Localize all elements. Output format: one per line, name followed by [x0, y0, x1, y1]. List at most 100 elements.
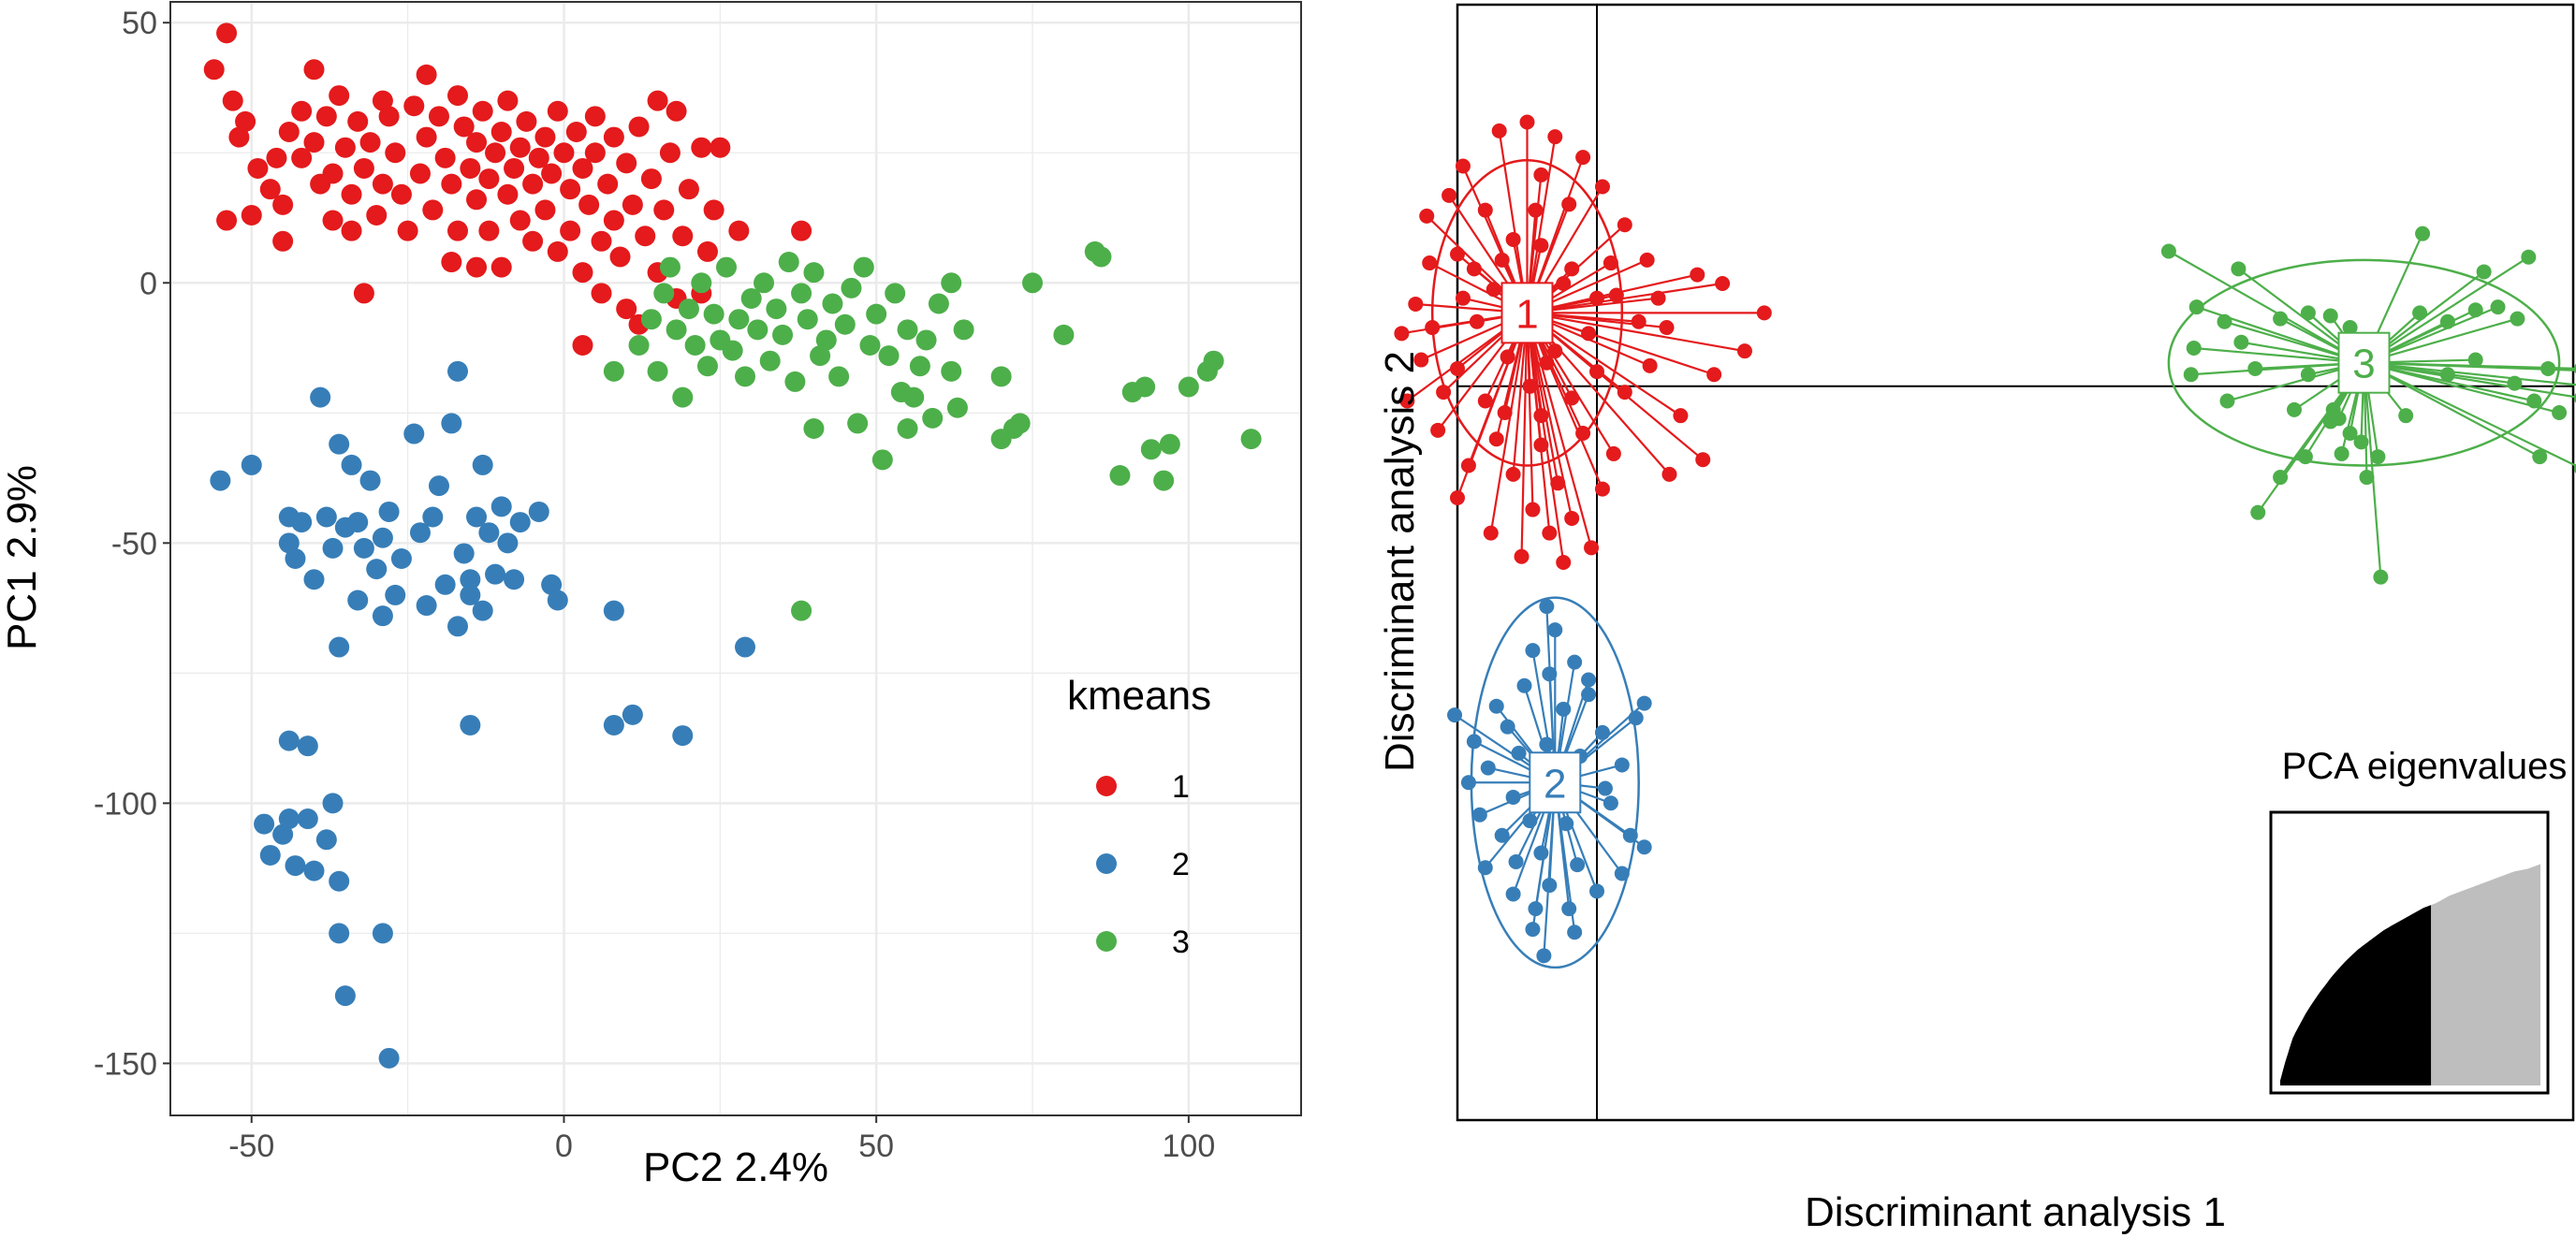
- right-point-cluster-1: [1650, 290, 1666, 306]
- right-point-cluster-1: [1466, 261, 1482, 277]
- left-point-cluster-2: [297, 736, 318, 757]
- left-point-cluster-3: [759, 350, 781, 371]
- cluster-spoke-1: [1526, 312, 1704, 461]
- left-point-cluster-1: [584, 106, 606, 127]
- right-point-cluster-3: [2412, 305, 2428, 321]
- cluster-spoke-1: [1527, 282, 1723, 314]
- right-x-axis-title: Discriminant analysis 1: [1805, 1189, 2226, 1235]
- left-point-cluster-2: [378, 501, 400, 522]
- left-point-cluster-3: [922, 407, 944, 429]
- left-point-cluster-2: [285, 548, 306, 569]
- left-point-cluster-2: [291, 512, 313, 533]
- right-point-cluster-1: [1690, 267, 1705, 283]
- left-point-cluster-2: [310, 386, 331, 408]
- left-series-2: [210, 360, 756, 1069]
- left-point-cluster-2: [315, 829, 337, 851]
- left-point-cluster-3: [1240, 429, 1262, 450]
- right-point-cluster-1: [1505, 231, 1521, 247]
- right-point-cluster-2: [1539, 736, 1555, 752]
- left-point-cluster-1: [578, 194, 600, 215]
- left-point-cluster-1: [572, 157, 593, 179]
- left-point-cluster-1: [672, 226, 694, 247]
- right-point-cluster-3: [2398, 408, 2414, 424]
- left-point-cluster-1: [466, 256, 488, 278]
- left-point-cluster-3: [815, 329, 837, 351]
- left-plot-border: [169, 1, 1302, 1116]
- left-point-cluster-2: [403, 423, 425, 444]
- right-point-cluster-1: [1500, 349, 1515, 365]
- right-point-cluster-2: [1447, 707, 1463, 723]
- legend-label-3: 3: [1172, 925, 1190, 960]
- left-y-tick-label: -100: [94, 786, 157, 822]
- left-point-cluster-3: [928, 293, 949, 314]
- left-point-cluster-2: [297, 808, 318, 830]
- left-point-cluster-1: [504, 157, 525, 179]
- right-point-cluster-3: [2217, 313, 2232, 329]
- left-point-cluster-3: [834, 313, 856, 335]
- left-point-cluster-2: [441, 413, 462, 434]
- right-point-cluster-1: [1460, 458, 1476, 473]
- cluster-spoke-3: [2193, 346, 2364, 364]
- right-point-cluster-1: [1556, 555, 1572, 570]
- left-point-cluster-1: [428, 106, 449, 127]
- right-point-cluster-2: [1556, 701, 1572, 717]
- left-y-tick-label: 0: [139, 266, 157, 301]
- right-point-cluster-2: [1466, 734, 1482, 750]
- left-point-cluster-2: [509, 512, 531, 533]
- left-point-cluster-1: [334, 137, 356, 158]
- left-point-cluster-1: [791, 220, 812, 241]
- right-point-cluster-3: [2342, 425, 2358, 441]
- left-point-cluster-2: [447, 616, 469, 637]
- right-point-cluster-1: [1450, 360, 1465, 376]
- pca-scatter-panel: -50 0 50 100 50 0 -50 -100 -150 PC2 2.4% PC1 2.9…: [0, 1, 1302, 1190]
- right-point-cluster-3: [2540, 360, 2556, 376]
- right-point-cluster-1: [1539, 355, 1555, 371]
- left-point-cluster-2: [547, 590, 568, 611]
- left-x-tick-label: -50: [228, 1129, 274, 1164]
- right-point-cluster-1: [1564, 261, 1580, 277]
- left-point-cluster-1: [603, 126, 624, 148]
- right-point-cluster-1: [1631, 313, 1647, 329]
- left-point-cluster-1: [329, 85, 350, 107]
- left-point-cluster-3: [990, 366, 1012, 387]
- right-point-cluster-3: [2183, 367, 2199, 383]
- right-point-cluster-1: [1519, 114, 1535, 130]
- left-point-cluster-2: [278, 808, 300, 830]
- left-point-cluster-1: [347, 110, 369, 132]
- left-point-cluster-1: [303, 132, 325, 153]
- cluster-spoke-1: [1527, 312, 1715, 376]
- left-point-cluster-2: [329, 923, 350, 944]
- right-point-cluster-2: [1581, 687, 1597, 703]
- left-point-cluster-2: [366, 559, 388, 580]
- left-point-cluster-3: [878, 345, 900, 367]
- left-points: [203, 22, 1262, 1069]
- left-point-cluster-2: [447, 360, 469, 382]
- right-point-cluster-3: [2573, 392, 2576, 403]
- left-point-cluster-3: [859, 335, 881, 357]
- left-point-cluster-3: [1203, 350, 1224, 371]
- right-point-cluster-2: [1480, 760, 1496, 776]
- left-point-cluster-2: [378, 1047, 400, 1069]
- left-point-cluster-2: [504, 569, 525, 590]
- left-point-cluster-1: [322, 210, 344, 231]
- right-point-cluster-2: [1570, 857, 1586, 873]
- right-point-cluster-1: [1413, 352, 1429, 368]
- right-point-cluster-1: [1706, 367, 1722, 383]
- left-point-cluster-1: [628, 116, 650, 138]
- right-point-cluster-1: [1514, 548, 1530, 564]
- left-point-cluster-1: [259, 179, 281, 200]
- left-point-cluster-1: [303, 59, 325, 80]
- left-point-cluster-3: [603, 360, 624, 382]
- right-point-cluster-1: [1399, 393, 1415, 409]
- left-point-cluster-2: [372, 923, 393, 944]
- right-point-cluster-1: [1617, 385, 1632, 401]
- right-point-cluster-2: [1528, 901, 1544, 917]
- left-point-cluster-1: [478, 220, 500, 241]
- left-point-cluster-1: [497, 183, 519, 205]
- left-point-cluster-1: [390, 183, 412, 205]
- left-point-cluster-2: [485, 563, 506, 585]
- left-point-cluster-1: [534, 199, 556, 221]
- right-point-cluster-1: [1639, 252, 1655, 268]
- left-point-cluster-1: [666, 100, 687, 122]
